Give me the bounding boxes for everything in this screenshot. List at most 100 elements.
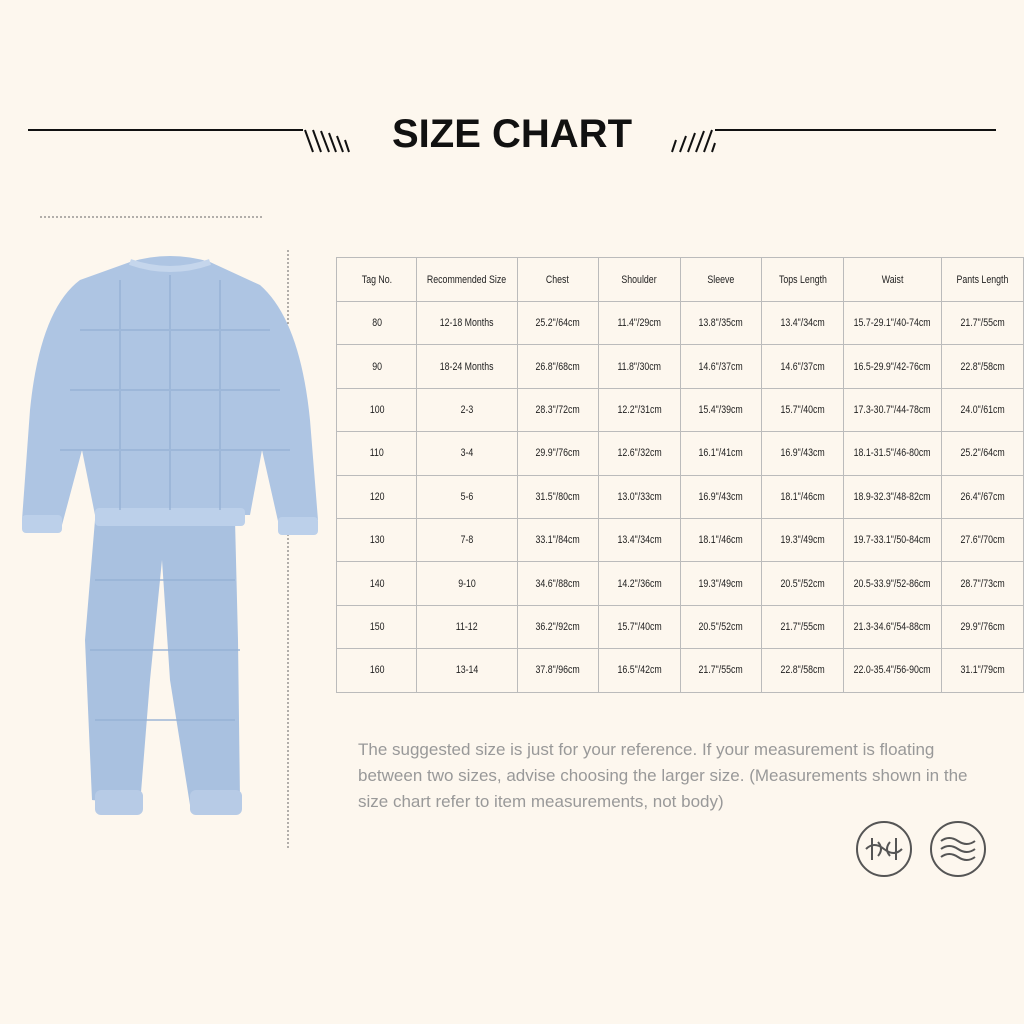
- cell-text: 120: [369, 490, 385, 503]
- table-cell: 14.6"/37cm: [679, 344, 763, 389]
- cell-text: 34.6"/88cm: [535, 577, 580, 590]
- garment-image: [22, 256, 318, 815]
- table-cell: 26.4"/67cm: [940, 474, 1024, 519]
- table-cell: 22.8"/58cm: [761, 648, 845, 693]
- cell-text: 110: [369, 447, 384, 460]
- title-rules: [28, 129, 996, 153]
- table-cell: 22.8"/58cm: [940, 344, 1024, 389]
- cell-text: Recommended Size: [427, 273, 507, 286]
- cell-text: Pants Length: [956, 273, 1009, 286]
- cell-text: 15.7"/40cm: [617, 620, 662, 633]
- table-cell: 11-12: [416, 604, 518, 650]
- table-cell: 13.8"/35cm: [679, 300, 763, 346]
- table-cell: 13.4"/34cm: [598, 517, 681, 563]
- cell-text: 11.8"/30cm: [617, 360, 662, 373]
- table-cell: 36.2"/92cm: [516, 604, 600, 650]
- table-cell: 160: [335, 648, 418, 693]
- cell-text: Sleeve: [707, 273, 735, 286]
- table-cell: 22.0-35.4"/56-90cm: [843, 648, 942, 693]
- table-cell: 28.3"/72cm: [516, 387, 600, 433]
- cell-text: 31.5"/80cm: [535, 490, 580, 503]
- table-row: 120 5-6 31.5"/80cm 13.0"/33cm 16.9"/43cm 18.1…: [335, 474, 1024, 519]
- cell-text: Chest: [546, 273, 570, 286]
- table-cell: 15.7"/40cm: [761, 387, 845, 433]
- table-row: 100 2-3 28.3"/72cm 12.2"/31cm 15.4"/39cm 15.7…: [335, 387, 1024, 433]
- cell-text: 37.8"/96cm: [535, 664, 580, 677]
- cell-text: 27.6"/70cm: [960, 534, 1005, 547]
- table-cell: 7-8: [416, 517, 518, 563]
- table-cell: Pants Length: [940, 257, 1024, 302]
- cell-text: 26.8"/68cm: [535, 360, 580, 373]
- table-cell: 25.2"/64cm: [940, 431, 1024, 476]
- table-cell: 25.2"/64cm: [516, 300, 600, 346]
- table-cell: 130: [335, 517, 418, 563]
- table-cell: 13.4"/34cm: [761, 300, 845, 346]
- cell-text: 12.2"/31cm: [617, 403, 662, 416]
- cell-text: 15.7-29.1"/40-74cm: [854, 317, 932, 330]
- table-cell: Shoulder: [598, 257, 681, 302]
- table-cell: 120: [335, 474, 418, 519]
- cell-text: 18.1"/46cm: [780, 490, 826, 503]
- cell-text: 22.8"/58cm: [780, 664, 826, 677]
- table-cell: 24.0"/61cm: [940, 387, 1024, 433]
- cell-text: 17.3-30.7"/44-78cm: [854, 403, 932, 416]
- table-cell: 9-10: [416, 561, 518, 606]
- table-cell: Tops Length: [761, 257, 845, 302]
- table-cell: 110: [335, 431, 418, 476]
- table-cell: Recommended Size: [416, 257, 518, 302]
- cell-text: 140: [369, 577, 385, 590]
- cell-text: 16.5-29.9"/42-76cm: [854, 360, 932, 373]
- table-cell: 18.1"/46cm: [761, 474, 845, 519]
- table-cell: 21.7"/55cm: [761, 604, 845, 650]
- table-cell: 17.3-30.7"/44-78cm: [843, 387, 942, 433]
- cell-text: 13.4"/34cm: [617, 534, 662, 547]
- cell-text: 11.4"/29cm: [617, 317, 662, 330]
- cell-text: 20.5"/52cm: [699, 620, 744, 633]
- cell-text: 24.0"/61cm: [960, 403, 1005, 416]
- table-row: 90 18-24 Months 26.8"/68cm 11.8"/30cm 14.6"/…: [335, 344, 1024, 389]
- table-row: 80 12-18 Months 25.2"/64cm 11.4"/29cm 13.8"/…: [335, 300, 1024, 346]
- table-cell: 16.5"/42cm: [598, 648, 681, 693]
- cell-text: 25.2"/64cm: [535, 317, 580, 330]
- table-cell: 13.0"/33cm: [598, 474, 681, 519]
- cell-text: 90: [371, 360, 382, 373]
- table-cell: 15.7-29.1"/40-74cm: [843, 300, 942, 346]
- cell-text: 21.7"/55cm: [960, 317, 1005, 330]
- table-cell: 11.4"/29cm: [598, 300, 681, 346]
- cell-text: 2-3: [460, 403, 474, 416]
- cell-text: 14.6"/37cm: [780, 360, 826, 373]
- table-row: 130 7-8 33.1"/84cm 13.4"/34cm 18.1"/46cm 19.3…: [335, 517, 1024, 563]
- table-cell: Waist: [843, 257, 942, 302]
- table-cell: 100: [335, 387, 418, 433]
- cell-text: 21.3-34.6"/54-88cm: [854, 620, 932, 633]
- cell-text: Waist: [881, 273, 904, 286]
- cell-text: Tag No.: [361, 273, 392, 286]
- cell-text: 16.9"/43cm: [780, 447, 826, 460]
- table-cell: 3-4: [416, 431, 518, 476]
- table-cell: 19.3"/49cm: [679, 561, 763, 606]
- table-cell: 5-6: [416, 474, 518, 519]
- table-cell: 19.3"/49cm: [761, 517, 845, 563]
- cell-text: 29.9"/76cm: [960, 620, 1005, 633]
- table-cell: 140: [335, 561, 418, 606]
- cell-text: 21.7"/55cm: [780, 620, 826, 633]
- cell-text: 22.0-35.4"/56-90cm: [854, 664, 932, 677]
- table-cell: 21.3-34.6"/54-88cm: [843, 604, 942, 650]
- table-cell: 19.7-33.1"/50-84cm: [843, 517, 942, 563]
- table-cell: 14.2"/36cm: [598, 561, 681, 606]
- table-cell: 90: [335, 344, 418, 389]
- table-cell: Chest: [516, 257, 600, 302]
- table-cell: 18-24 Months: [416, 344, 518, 389]
- table-cell: 29.9"/76cm: [516, 431, 600, 476]
- cell-text: 33.1"/84cm: [535, 534, 580, 547]
- cell-text: 12.6"/32cm: [617, 447, 662, 460]
- cell-text: 150: [369, 620, 385, 633]
- cell-text: 13-14: [455, 664, 479, 677]
- cell-text: 20.5"/52cm: [780, 577, 826, 590]
- table-cell: 16.9"/43cm: [761, 431, 845, 476]
- table-cell: 27.6"/70cm: [940, 517, 1024, 563]
- table-cell: 28.7"/73cm: [940, 561, 1024, 606]
- table-cell: 33.1"/84cm: [516, 517, 600, 563]
- cell-text: 18.9-32.3"/48-82cm: [854, 490, 932, 503]
